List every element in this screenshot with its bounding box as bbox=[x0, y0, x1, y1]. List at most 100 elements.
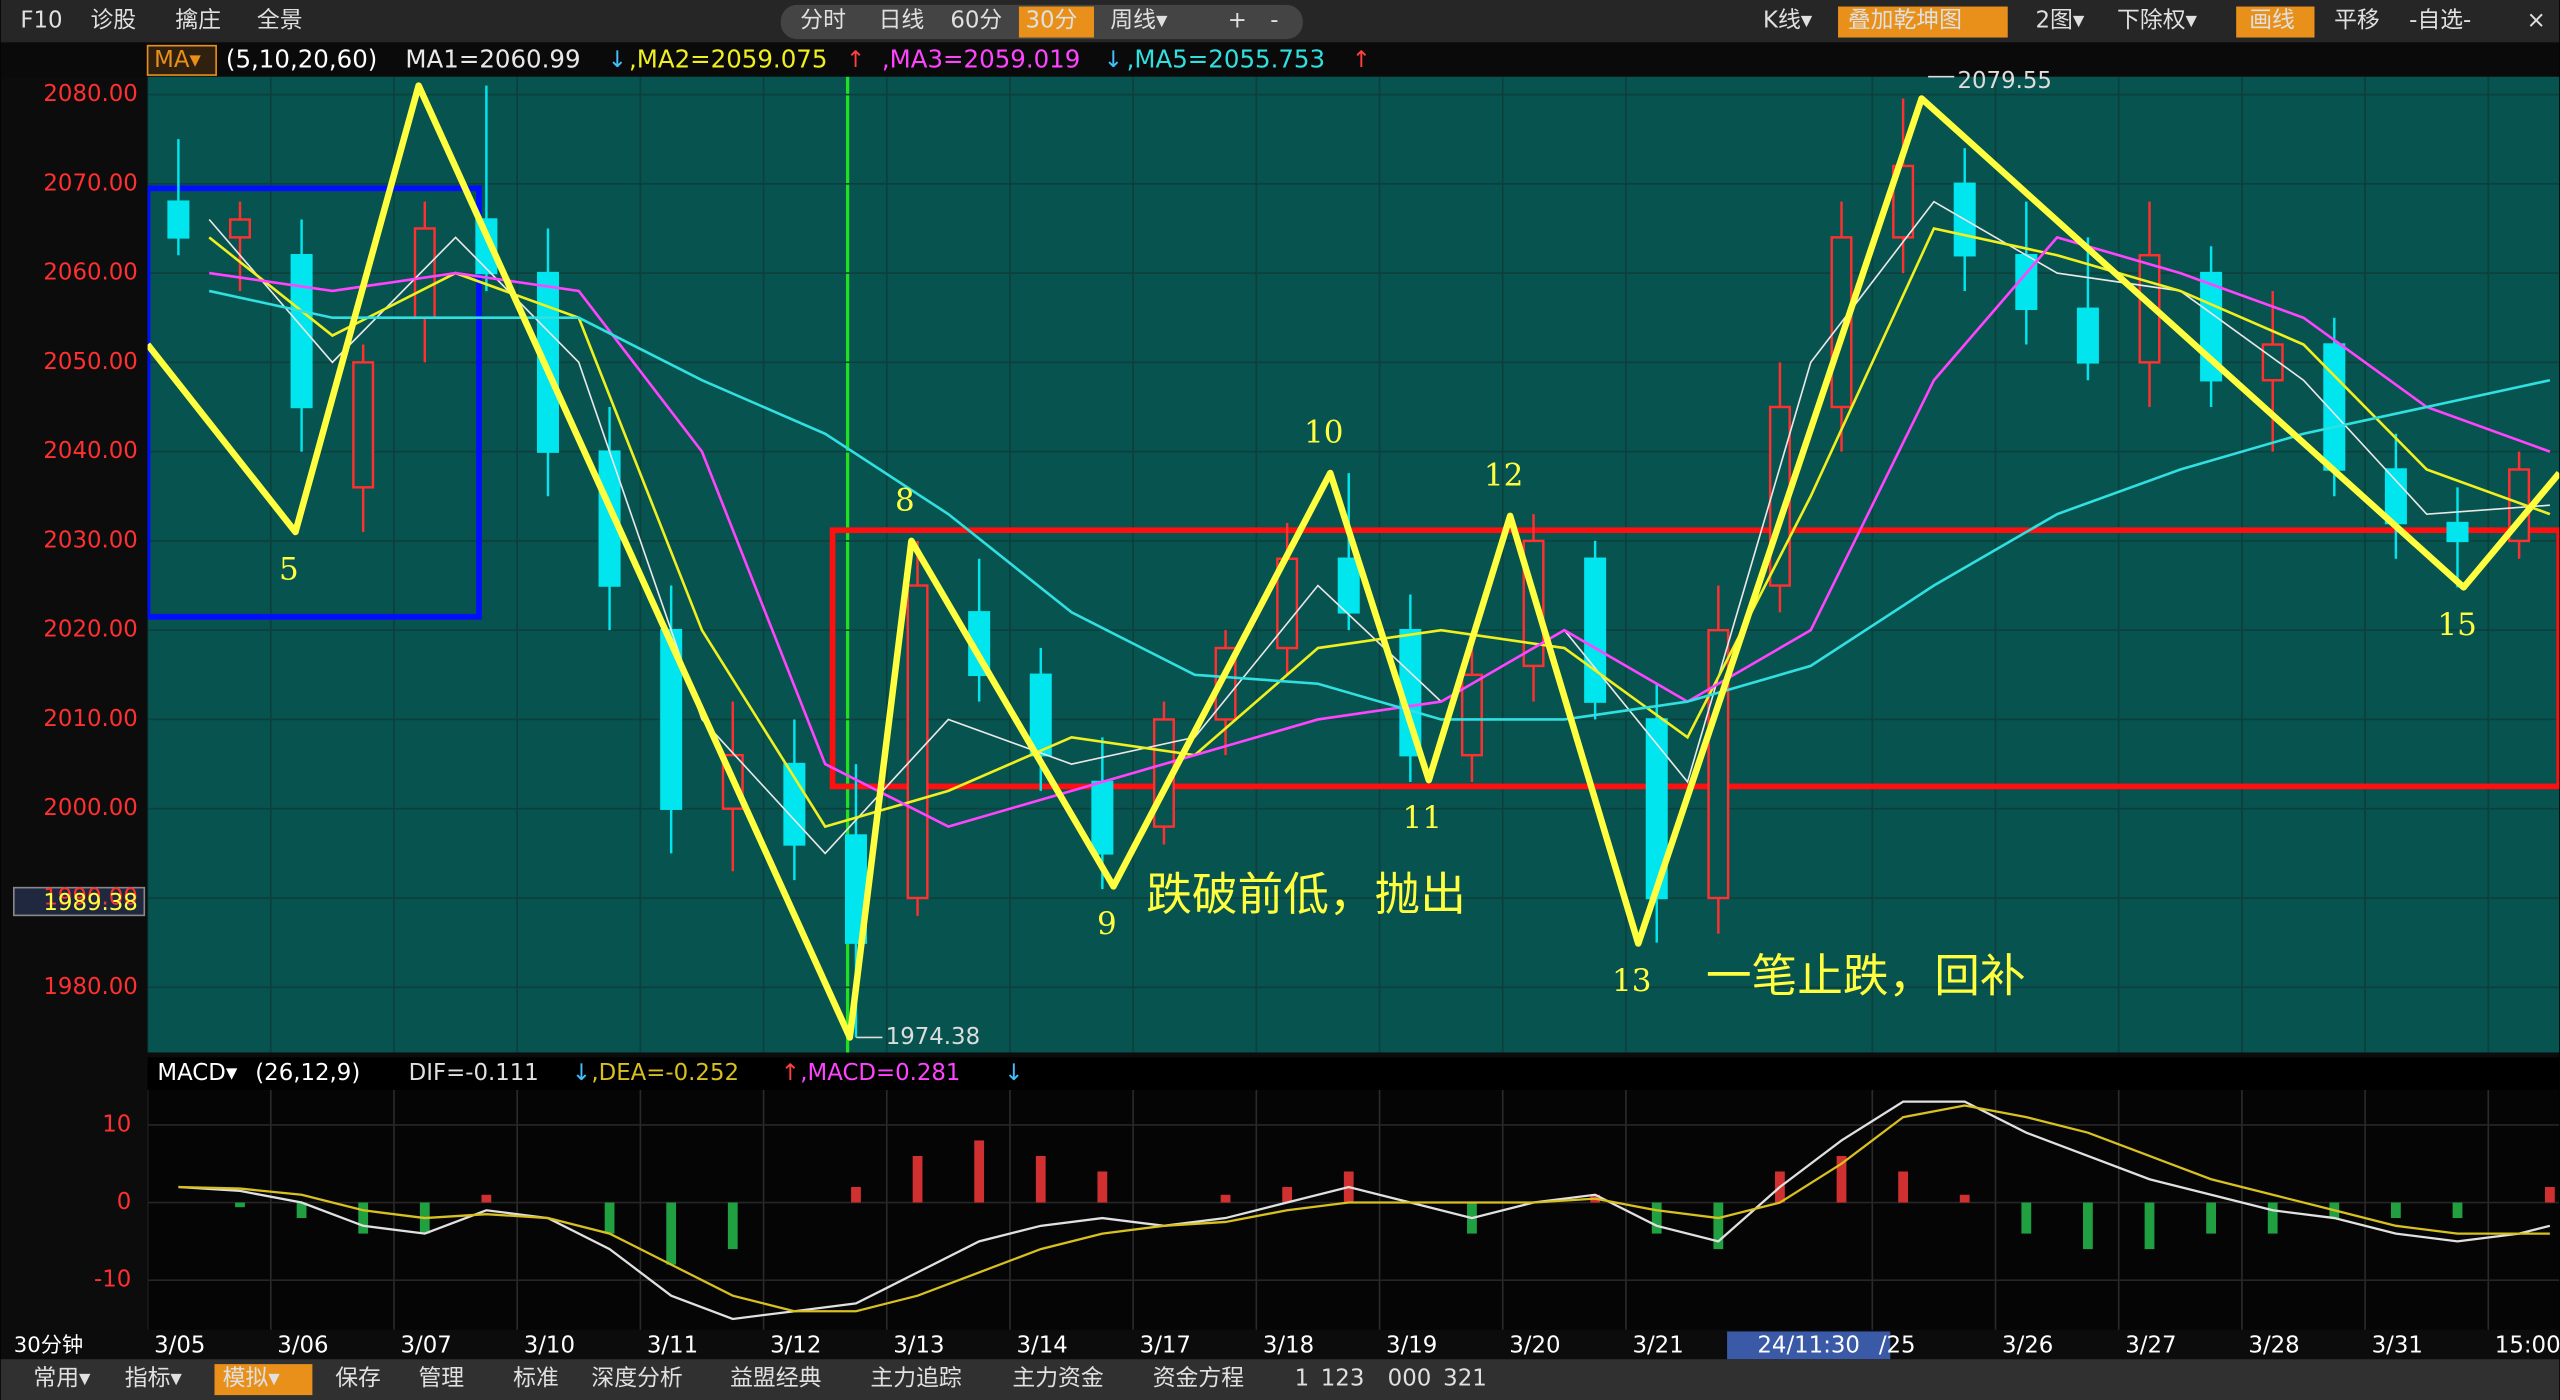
tool-button[interactable]: -自选- bbox=[2409, 8, 2471, 34]
candle-body bbox=[1892, 164, 1915, 239]
y-tick-label: 1980.00 bbox=[43, 974, 137, 1000]
ma-button[interactable] bbox=[146, 44, 217, 76]
bottom-button[interactable]: 标准 bbox=[513, 1365, 559, 1391]
macd-bar bbox=[1097, 1171, 1108, 1203]
x-tick-label: 3/13 bbox=[893, 1333, 944, 1359]
menu-item[interactable]: 擒庄 bbox=[175, 8, 221, 34]
indicator-button[interactable]: MACD▾ bbox=[157, 1060, 237, 1086]
main-chart bbox=[147, 76, 2560, 1053]
y-tick-label: 1990.00 bbox=[43, 885, 137, 911]
zone-box bbox=[829, 527, 2560, 790]
macd-bar bbox=[851, 1187, 861, 1203]
candle-body bbox=[2384, 468, 2407, 525]
macd-bar bbox=[666, 1202, 677, 1265]
period-tab[interactable]: - bbox=[1270, 8, 1278, 34]
bottom-button[interactable]: 资金方程 bbox=[1153, 1365, 1244, 1391]
bottom-button[interactable]: 321 bbox=[1443, 1365, 1487, 1391]
tool-button[interactable]: 2图▾ bbox=[2035, 8, 2084, 34]
ma-header bbox=[0, 42, 2560, 77]
macd-bar bbox=[358, 1202, 369, 1234]
macd-params: (26,12,9) bbox=[255, 1060, 360, 1086]
bottom-button[interactable]: 模拟▾ bbox=[223, 1365, 281, 1391]
bottom-button[interactable]: 指标▾ bbox=[125, 1365, 183, 1391]
period-label: 30分钟 bbox=[14, 1333, 83, 1358]
macd-bar bbox=[1282, 1187, 1293, 1203]
candle-body bbox=[1707, 628, 1730, 900]
annotation: 跌破前低，抛出 bbox=[1146, 868, 1466, 921]
tool-button[interactable]: × bbox=[2527, 8, 2546, 34]
y-tick-label: 2000.00 bbox=[43, 795, 137, 821]
macd-bar bbox=[2391, 1202, 2401, 1219]
bottom-button[interactable]: 常用▾ bbox=[33, 1365, 91, 1391]
bottom-button[interactable]: 主力追踪 bbox=[870, 1365, 961, 1391]
bottom-button[interactable]: 主力资金 bbox=[1012, 1365, 1103, 1391]
pen-label: 15 bbox=[2437, 607, 2476, 643]
macd-bar bbox=[2144, 1202, 2155, 1250]
menu-item[interactable]: 全景 bbox=[257, 8, 303, 34]
ma-legend: ,MA2=2059.075 bbox=[629, 44, 827, 73]
tool-button[interactable]: 画线 bbox=[2249, 8, 2295, 34]
ma-arrow: ↑ bbox=[846, 47, 865, 73]
macd-bar bbox=[2544, 1187, 2555, 1203]
period-tab[interactable]: 分时 bbox=[800, 8, 846, 34]
menu-item[interactable]: 诊股 bbox=[90, 8, 136, 34]
candle-body bbox=[1460, 673, 1483, 757]
menu-item[interactable]: F10 bbox=[20, 8, 62, 34]
ma-legend: ,MA3=2059.019 bbox=[882, 44, 1080, 73]
annotation: 一笔止跌，回补 bbox=[1706, 950, 2026, 1003]
period-tab[interactable]: + bbox=[1228, 8, 1247, 34]
y-tick-label: 2080.00 bbox=[43, 81, 137, 107]
axes: 2080.00 2070.00 2060.00 2050.00 2040.00 2030.… bbox=[43, 44, 2560, 1358]
pen-label: 11 bbox=[1403, 800, 1442, 836]
macd-bar bbox=[1959, 1194, 1970, 1203]
y-tick-label: 2030.00 bbox=[43, 527, 137, 553]
macd-bar bbox=[296, 1202, 307, 1219]
x-tick-label: 3/17 bbox=[1140, 1333, 1191, 1359]
indicator-button[interactable]: MA▾ bbox=[154, 47, 201, 73]
period-tab[interactable]: 日线 bbox=[879, 8, 925, 34]
bottom-button[interactable]: 深度分析 bbox=[591, 1365, 682, 1391]
x-tick-label: 3/11 bbox=[647, 1333, 698, 1359]
macd-bar bbox=[1651, 1202, 1662, 1234]
x-tick-label: 3/27 bbox=[2125, 1333, 2176, 1359]
x-tick-label: 3/28 bbox=[2248, 1333, 2299, 1359]
candle-body bbox=[906, 584, 929, 900]
active-button bbox=[2236, 6, 2315, 38]
candle-body bbox=[1029, 673, 1052, 757]
price-tag-box bbox=[12, 886, 146, 917]
bottom-toolbar bbox=[0, 1359, 2560, 1400]
cursor-box bbox=[1727, 1331, 1891, 1360]
dea-line bbox=[178, 1104, 2550, 1313]
tool-button[interactable]: 下除权▾ bbox=[2117, 8, 2197, 34]
extreme-label: 2079.55 bbox=[1957, 68, 2051, 94]
macd-bar bbox=[912, 1155, 923, 1203]
x-tick-label: 3/10 bbox=[524, 1333, 575, 1359]
period-tab[interactable]: 60分 bbox=[950, 8, 1002, 34]
period-tab[interactable]: 周线▾ bbox=[1110, 8, 1168, 34]
bottom-button[interactable]: 123 bbox=[1321, 1365, 1365, 1391]
macd-bar bbox=[2021, 1202, 2032, 1234]
macd-chart bbox=[147, 1089, 2560, 1330]
bottom-button[interactable]: 管理 bbox=[418, 1365, 464, 1391]
active-button bbox=[214, 1364, 313, 1396]
period-tab[interactable]: 30分 bbox=[1025, 8, 1077, 34]
macd-bar bbox=[604, 1202, 615, 1234]
macd-header bbox=[147, 1057, 2560, 1090]
tool-button[interactable]: K线▾ bbox=[1763, 8, 1813, 34]
tool-button[interactable]: 叠加乾坤图 bbox=[1848, 8, 1962, 34]
ma-legend: ,MA5=2055.753 bbox=[1127, 44, 1325, 73]
bottom-button[interactable]: 保存 bbox=[335, 1365, 381, 1391]
pen-label: 9 bbox=[1097, 906, 1117, 942]
bottom-button[interactable]: 000 bbox=[1388, 1365, 1432, 1391]
macd-bar bbox=[1035, 1155, 1046, 1203]
overlay: 跌破前低，抛出 一笔止跌，回补 24/11:30 30分钟 5 1974.38 8 9… bbox=[14, 68, 2477, 1359]
candle-body bbox=[228, 218, 252, 239]
macd-bar bbox=[1898, 1171, 1909, 1203]
macd-legend: ,DEA=-0.252 bbox=[591, 1060, 739, 1086]
ma-line bbox=[209, 235, 2551, 828]
bottom-button[interactable]: 1 bbox=[1295, 1365, 1310, 1391]
bottom-button[interactable]: 益盟经典 bbox=[730, 1365, 821, 1391]
tool-button[interactable]: 平移 bbox=[2334, 8, 2380, 34]
macd-arrow: ↓ bbox=[1004, 1060, 1023, 1086]
candle-body bbox=[352, 361, 375, 489]
